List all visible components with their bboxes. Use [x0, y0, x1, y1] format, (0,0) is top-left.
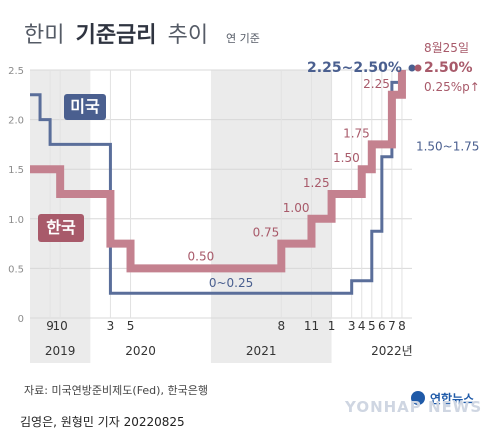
- yonhap-logo-mark: [411, 391, 425, 405]
- y-tick-label: 2.0: [8, 116, 24, 127]
- y-tick-label: 0.5: [8, 264, 24, 275]
- yonhap-logo-en: YONHAP NEWS: [344, 398, 482, 416]
- year-label: 2022년: [371, 344, 413, 358]
- x-tick-label: 8: [277, 319, 285, 333]
- yonhap-logo-kr: 연합뉴스: [430, 391, 474, 406]
- x-tick-label: 8: [398, 319, 406, 333]
- x-tick-label: 5: [127, 319, 135, 333]
- annotation-dot-korea: [414, 64, 422, 72]
- y-axis-ticks: 0 0.5 1.0 1.5 2.0 2.5: [8, 66, 24, 325]
- x-tick-label: 6: [378, 319, 386, 333]
- title-base-rate: 기준금리: [76, 23, 157, 48]
- x-tick-label: 11: [304, 319, 319, 333]
- x-tick-label: 7: [388, 319, 396, 333]
- series-label-korea: 1.00: [283, 201, 310, 215]
- x-axis-ticks: 910 3 5 8 11 1 3 4 5 6 7 8: [46, 319, 405, 333]
- source-note: 자료: 미국연방준비제도(Fed), 한국은행: [24, 384, 208, 397]
- series-label-korea: 1.25: [303, 176, 330, 190]
- series-labels: 0~0.25 1.50~1.75 2.25~2.50% 0.50 0.751.00 1.2…: [188, 60, 480, 290]
- year-label: 2021: [246, 344, 277, 358]
- y-tick-label: 0: [18, 314, 24, 325]
- series-line-korea: [30, 70, 406, 273]
- series-label-korea: 2.25: [363, 77, 390, 91]
- series-lines: [30, 70, 406, 295]
- annotation-dot-us: [408, 64, 416, 72]
- series-label-us: 1.50~1.75: [416, 139, 480, 153]
- x-tick-label: 10: [53, 319, 68, 333]
- legend-us-badge: 미국: [64, 94, 106, 120]
- legend-korea-badge: 한국: [38, 214, 84, 242]
- year-label: 2019: [45, 344, 76, 358]
- series-label-us: 0~0.25: [209, 276, 253, 290]
- x-tick-label: 3: [107, 319, 115, 333]
- x-tick-label: 9: [46, 319, 54, 333]
- title-trend: 추이: [168, 23, 208, 48]
- chart-subtitle: 연 기준: [226, 32, 260, 45]
- series-label-us: 2.25~2.50%: [307, 60, 402, 76]
- series-label-korea: 0.50: [188, 249, 215, 263]
- x-tick-label: 4: [358, 319, 366, 333]
- year-label: 2020: [125, 344, 156, 358]
- chart-title: 한미 기준금리 추이: [24, 23, 208, 48]
- x-tick-label: 3: [348, 319, 356, 333]
- y-tick-label: 1.5: [8, 165, 24, 176]
- yonhap-logo: 연합뉴스 YONHAP NEWS: [344, 391, 482, 416]
- series-label-korea: 1.50: [333, 151, 360, 165]
- series-line-us: [30, 80, 402, 295]
- x-tick-label: 5: [368, 319, 376, 333]
- legend-us-label: 미국: [70, 97, 100, 116]
- annotation-date: 8월25일: [424, 41, 469, 55]
- annotation-change: 0.25%p↑: [424, 80, 480, 94]
- latest-annotation: 8월25일 2.50% 0.25%p↑: [408, 41, 480, 94]
- y-tick-label: 1.0: [8, 215, 24, 226]
- series-label-korea: 0.75: [253, 226, 280, 240]
- title-korea-us: 한미: [24, 23, 64, 48]
- legend-korea-label: 한국: [46, 218, 76, 237]
- annotation-value: 2.50%: [424, 60, 473, 76]
- credit-line: 김영은, 원형민 기자 20220825: [20, 415, 185, 429]
- y-tick-label: 2.5: [8, 66, 24, 77]
- x-axis-years: 2019 2020 2021 2022년: [45, 344, 413, 358]
- series-label-korea: 1.75: [343, 126, 370, 140]
- x-tick-label: 1: [328, 319, 336, 333]
